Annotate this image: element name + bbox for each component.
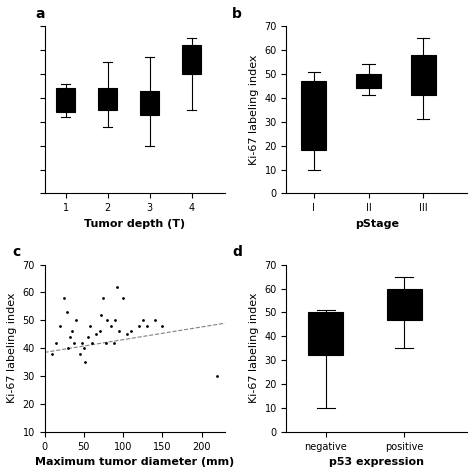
Point [108,322,115,330]
PathPatch shape [140,91,159,115]
Point [88,339,95,346]
Point [84,333,91,341]
Point [92,330,100,338]
Text: c: c [12,245,20,259]
PathPatch shape [308,312,343,356]
Point [139,317,146,324]
Y-axis label: Ki-67 labeling index: Ki-67 labeling index [249,293,259,403]
Text: d: d [232,245,242,259]
Point [82,358,89,366]
PathPatch shape [387,289,422,319]
Point [159,322,166,330]
Point [113,283,121,291]
Point [110,339,118,346]
Point [102,339,109,346]
Point [72,317,80,324]
Point [49,350,56,357]
X-axis label: Tumor depth (T): Tumor depth (T) [84,219,185,228]
Text: b: b [232,7,242,21]
Point [123,330,131,338]
Point [97,311,105,319]
X-axis label: p53 expression: p53 expression [329,457,424,467]
Point [135,322,143,330]
Point [61,294,68,302]
Y-axis label: Ki-67 labeling index: Ki-67 labeling index [7,293,17,403]
Point [76,350,84,357]
X-axis label: Maximum tumor diameter (mm): Maximum tumor diameter (mm) [35,457,235,467]
PathPatch shape [356,74,381,88]
Point [63,308,70,316]
Point [68,328,76,335]
Text: a: a [36,7,45,21]
Point [111,317,119,324]
Point [119,294,127,302]
Point [79,339,86,346]
PathPatch shape [98,88,117,110]
Point [214,372,221,380]
Y-axis label: Ki-67 labeling index: Ki-67 labeling index [249,55,259,165]
Point [86,322,94,330]
Point [127,328,135,335]
Point [71,339,78,346]
Point [80,345,88,352]
PathPatch shape [56,88,75,112]
Point [56,322,64,330]
Point [64,345,72,352]
Point [96,328,103,335]
PathPatch shape [411,55,436,95]
Point [143,322,150,330]
Point [53,339,60,346]
Point [66,333,73,341]
Point [151,317,158,324]
PathPatch shape [301,81,326,150]
Point [104,317,111,324]
Point [100,294,107,302]
Point [115,328,123,335]
X-axis label: pStage: pStage [355,219,399,228]
PathPatch shape [182,46,201,74]
